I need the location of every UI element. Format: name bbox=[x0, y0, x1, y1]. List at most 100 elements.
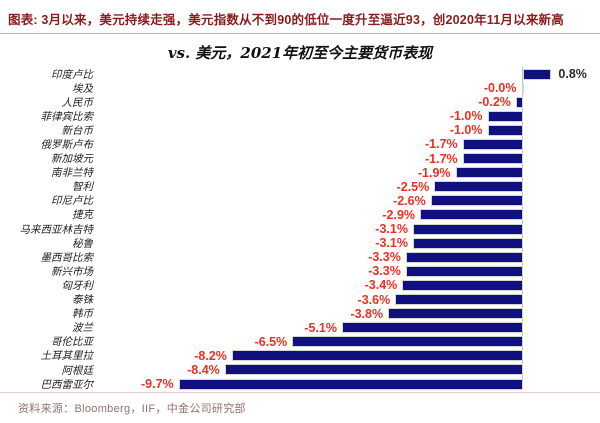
bar-row: 菲律宾比索 -1.0% bbox=[0, 109, 600, 123]
value-label: -2.6% bbox=[393, 193, 426, 208]
value-label: -0.2% bbox=[478, 95, 511, 110]
bar-track: -3.3% bbox=[97, 264, 600, 278]
value-label: -2.9% bbox=[382, 207, 416, 222]
bar-track: -5.1% bbox=[97, 321, 600, 335]
bar-track: -2.5% bbox=[97, 180, 600, 194]
bar-row: 墨西哥比索 -3.3% bbox=[0, 250, 600, 264]
bar-track: -3.1% bbox=[97, 222, 600, 236]
value-bar bbox=[405, 251, 523, 263]
value-bar bbox=[521, 82, 524, 94]
value-bar bbox=[420, 209, 523, 221]
category-label: 巴西雷亚尔 bbox=[40, 378, 94, 391]
value-bar bbox=[515, 96, 523, 108]
bar-row: 人民币 -0.2% bbox=[0, 95, 600, 109]
value-bar bbox=[434, 181, 523, 193]
value-bar bbox=[462, 153, 523, 165]
category-label: 新台币 bbox=[61, 124, 94, 137]
value-label: -3.3% bbox=[368, 264, 401, 279]
bar-row: 马来西亚林吉特 -3.1% bbox=[0, 222, 600, 236]
category-label: 新加坡元 bbox=[51, 153, 93, 166]
bar-track: -3.6% bbox=[97, 293, 600, 307]
value-bar bbox=[455, 167, 523, 179]
value-label: -5.1% bbox=[304, 320, 337, 335]
category-label: 印尼卢比 bbox=[51, 195, 93, 208]
value-label: -3.8% bbox=[350, 306, 384, 321]
category-label: 土耳其里拉 bbox=[40, 350, 94, 363]
category-label: 人民币 bbox=[61, 96, 94, 109]
bar-track: -3.3% bbox=[97, 250, 600, 264]
category-label: 新兴市场 bbox=[51, 265, 93, 278]
category-label: 埃及 bbox=[72, 82, 93, 95]
bar-row: 智利 -2.5% bbox=[0, 180, 600, 194]
bar-track: -3.1% bbox=[97, 236, 600, 250]
value-label: -1.0% bbox=[449, 123, 483, 138]
category-label: 俄罗斯卢布 bbox=[40, 139, 94, 152]
value-bar bbox=[292, 336, 523, 348]
value-bar bbox=[412, 223, 523, 235]
plot-area: 印度卢比 0.8% 埃及 -0.0% 人民币 -0.2% 菲律宾比索 -1.0% 新台币 -1.0… bbox=[0, 67, 600, 392]
value-bar bbox=[405, 265, 523, 277]
bar-track: -9.7% bbox=[97, 377, 600, 391]
category-label: 捷克 bbox=[72, 209, 93, 222]
bar-row: 秘鲁 -3.1% bbox=[0, 236, 600, 250]
bar-row: 巴西雷亚尔 -9.7% bbox=[0, 377, 600, 391]
value-label: -3.1% bbox=[375, 236, 408, 251]
value-label: -6.5% bbox=[254, 334, 288, 349]
value-label: -2.5% bbox=[396, 179, 430, 194]
bar-row: 波兰 -5.1% bbox=[0, 321, 600, 335]
bar-track: -0.0% bbox=[97, 81, 600, 95]
category-label: 南非兰特 bbox=[51, 167, 93, 180]
category-label: 韩币 bbox=[72, 308, 93, 321]
bar-track: 0.8% bbox=[97, 67, 600, 81]
figure-caption: 图表: 3月以来，美元持续走强，美元指数从不到90的低位一度升至逼近93，创20… bbox=[0, 0, 600, 34]
bar-track: -1.7% bbox=[97, 137, 600, 151]
bar-row: 捷克 -2.9% bbox=[0, 208, 600, 222]
bar-row: 韩币 -3.8% bbox=[0, 307, 600, 321]
bar-track: -1.0% bbox=[97, 109, 600, 123]
category-label: 泰铢 bbox=[72, 294, 93, 307]
value-bar bbox=[412, 237, 523, 249]
value-label: -3.3% bbox=[368, 250, 401, 265]
value-bar bbox=[487, 124, 523, 136]
category-label: 菲律宾比索 bbox=[40, 110, 94, 123]
category-label: 哥伦比亚 bbox=[51, 336, 93, 349]
value-label: -8.2% bbox=[194, 348, 227, 363]
bar-track: -3.4% bbox=[97, 278, 600, 292]
bar-row: 泰铢 -3.6% bbox=[0, 293, 600, 307]
category-label: 秘鲁 bbox=[72, 237, 93, 250]
bar-row: 新台币 -1.0% bbox=[0, 123, 600, 137]
bar-row: 阿根廷 -8.4% bbox=[0, 363, 600, 377]
category-label: 马来西亚林吉特 bbox=[19, 223, 94, 236]
value-bar bbox=[395, 294, 523, 305]
value-bar bbox=[178, 378, 523, 390]
value-label: -8.4% bbox=[187, 362, 220, 377]
category-label: 墨西哥比索 bbox=[40, 251, 94, 264]
bar-track: -6.5% bbox=[97, 335, 600, 349]
value-label: -3.1% bbox=[375, 222, 408, 237]
bar-row: 匈牙利 -3.4% bbox=[0, 278, 600, 292]
value-label: -0.0% bbox=[483, 81, 517, 96]
category-label: 匈牙利 bbox=[61, 279, 94, 292]
bar-track: -8.4% bbox=[97, 363, 600, 377]
source-note: 资料来源：Bloomberg，IIF，中金公司研究部 bbox=[0, 392, 600, 416]
value-bar bbox=[388, 308, 523, 320]
bar-row: 埃及 -0.0% bbox=[0, 81, 600, 95]
bar-track: -2.6% bbox=[97, 194, 600, 208]
bar-track: -0.2% bbox=[97, 95, 600, 109]
bar-track: -1.9% bbox=[97, 166, 600, 180]
bar-row: 新兴市场 -3.3% bbox=[0, 264, 600, 278]
bar-track: -2.9% bbox=[97, 208, 600, 222]
bar-track: -3.8% bbox=[97, 307, 600, 321]
bar-track: -1.0% bbox=[97, 123, 600, 137]
bar-track: -1.7% bbox=[97, 152, 600, 166]
bar-row: 哥伦比亚 -6.5% bbox=[0, 335, 600, 349]
value-bar bbox=[462, 138, 523, 150]
bar-row: 新加坡元 -1.7% bbox=[0, 152, 600, 166]
value-label: -9.7% bbox=[140, 377, 174, 392]
value-label: -3.6% bbox=[357, 292, 391, 307]
value-bar bbox=[430, 195, 523, 207]
bar-row: 南非兰特 -1.9% bbox=[0, 166, 600, 180]
value-bar bbox=[523, 68, 552, 80]
value-bar bbox=[341, 322, 523, 334]
